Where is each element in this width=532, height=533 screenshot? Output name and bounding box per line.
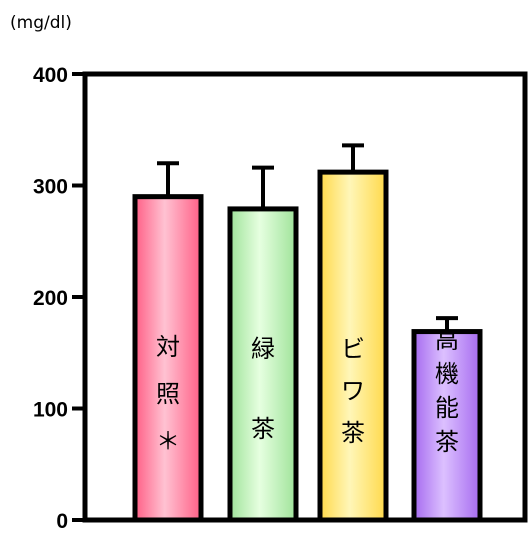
bar-group: 緑茶	[227, 165, 299, 523]
bar-label-char: 茶	[435, 428, 459, 456]
plot-frame	[82, 71, 528, 523]
bar-label-char: 茶	[251, 415, 275, 443]
bar-label-char: ＊	[156, 427, 180, 455]
bar-label-char: 照	[156, 380, 180, 408]
bar-label-char: 茶	[341, 419, 365, 447]
bar-group: ビワ茶	[317, 143, 389, 523]
y-tick-label: 100	[33, 399, 68, 422]
bar-group: 対照 ＊	[132, 161, 204, 523]
y-tick-label: 200	[33, 287, 68, 310]
y-tick-label: 400	[33, 64, 68, 87]
bar-label-char: 能	[435, 394, 459, 422]
bar-label-char: 対	[156, 333, 180, 361]
bar-label-char: ワ	[341, 377, 365, 405]
y-tick-label: 0	[56, 510, 68, 533]
bar	[227, 206, 299, 523]
bar-label-char: 機	[435, 360, 459, 388]
bar-label-char: 緑	[251, 335, 275, 363]
bar-label-char: ビ	[341, 335, 365, 363]
unit-label: (mg/dl)	[10, 13, 72, 33]
bar	[411, 329, 483, 523]
bar-label-char: 高	[435, 326, 459, 354]
y-tick-label: 300	[33, 176, 68, 199]
bar	[317, 169, 389, 523]
